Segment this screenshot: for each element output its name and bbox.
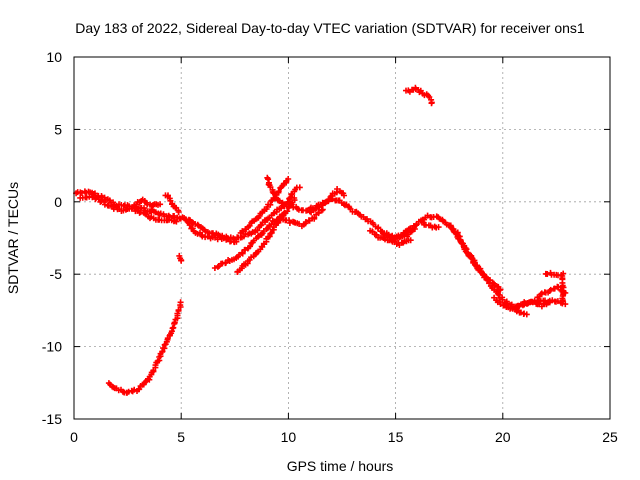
data-point xyxy=(92,190,98,197)
data-point xyxy=(267,201,274,208)
x-tick-label: 5 xyxy=(177,429,185,445)
data-point xyxy=(173,218,180,225)
x-tick-label: 10 xyxy=(281,429,297,445)
data-point xyxy=(318,207,325,214)
x-axis-label: GPS time / hours xyxy=(287,458,394,474)
data-point xyxy=(519,302,526,309)
data-point xyxy=(284,208,291,215)
data-point xyxy=(546,288,553,294)
data-marks xyxy=(73,84,569,396)
plot-frame xyxy=(73,56,611,420)
x-tick-label: 0 xyxy=(70,429,78,445)
data-point xyxy=(254,227,261,234)
data-point xyxy=(170,324,177,331)
data-point xyxy=(175,209,182,215)
chart-title: Day 183 of 2022, Sidereal Day-to-day VTE… xyxy=(75,20,585,36)
data-point xyxy=(456,233,463,240)
data-point xyxy=(497,286,504,293)
data-point xyxy=(407,237,414,244)
y-tick-label: -5 xyxy=(50,266,63,282)
data-point xyxy=(157,201,164,208)
y-tick-label: -15 xyxy=(42,411,62,427)
data-point xyxy=(557,286,564,293)
data-point xyxy=(275,188,282,195)
data-point xyxy=(546,299,553,306)
data-point xyxy=(375,224,382,231)
data-point xyxy=(285,176,292,182)
y-tick-label: 0 xyxy=(54,194,62,210)
data-point xyxy=(247,243,253,250)
data-point xyxy=(194,221,201,228)
data-point xyxy=(186,222,193,229)
x-tick-label: 20 xyxy=(495,429,511,445)
data-point xyxy=(214,263,221,270)
data-point xyxy=(268,229,275,236)
data-point xyxy=(509,305,516,312)
data-point xyxy=(178,257,185,264)
data-point xyxy=(547,286,554,293)
data-point xyxy=(436,215,443,222)
data-point xyxy=(428,100,435,107)
data-point xyxy=(233,238,240,245)
data-point xyxy=(341,192,347,199)
data-point xyxy=(136,386,143,393)
data-point xyxy=(450,226,457,233)
x-tick-label: 25 xyxy=(602,429,618,445)
x-tick-label: 15 xyxy=(388,429,404,445)
data-point xyxy=(265,176,272,183)
data-point xyxy=(284,199,291,206)
y-axis-label: SDTVAR / TECUs xyxy=(5,182,21,294)
data-point xyxy=(319,206,326,213)
data-point xyxy=(466,253,473,260)
data-point xyxy=(411,226,418,232)
data-point xyxy=(239,250,246,257)
data-point xyxy=(177,299,184,306)
y-tick-label: -10 xyxy=(42,339,62,355)
data-point xyxy=(537,291,544,298)
y-tick-label: 5 xyxy=(54,121,62,137)
axis-ticks: 0 5 10 15 20 25 -15 -10 -5 0 5 10 xyxy=(42,49,618,445)
data-point xyxy=(523,311,530,318)
data-point xyxy=(495,291,502,298)
y-tick-label: 10 xyxy=(46,49,62,65)
data-point xyxy=(559,298,566,305)
data-point xyxy=(296,184,303,191)
data-point xyxy=(211,265,218,271)
data-point xyxy=(483,274,489,281)
data-point xyxy=(435,224,442,231)
